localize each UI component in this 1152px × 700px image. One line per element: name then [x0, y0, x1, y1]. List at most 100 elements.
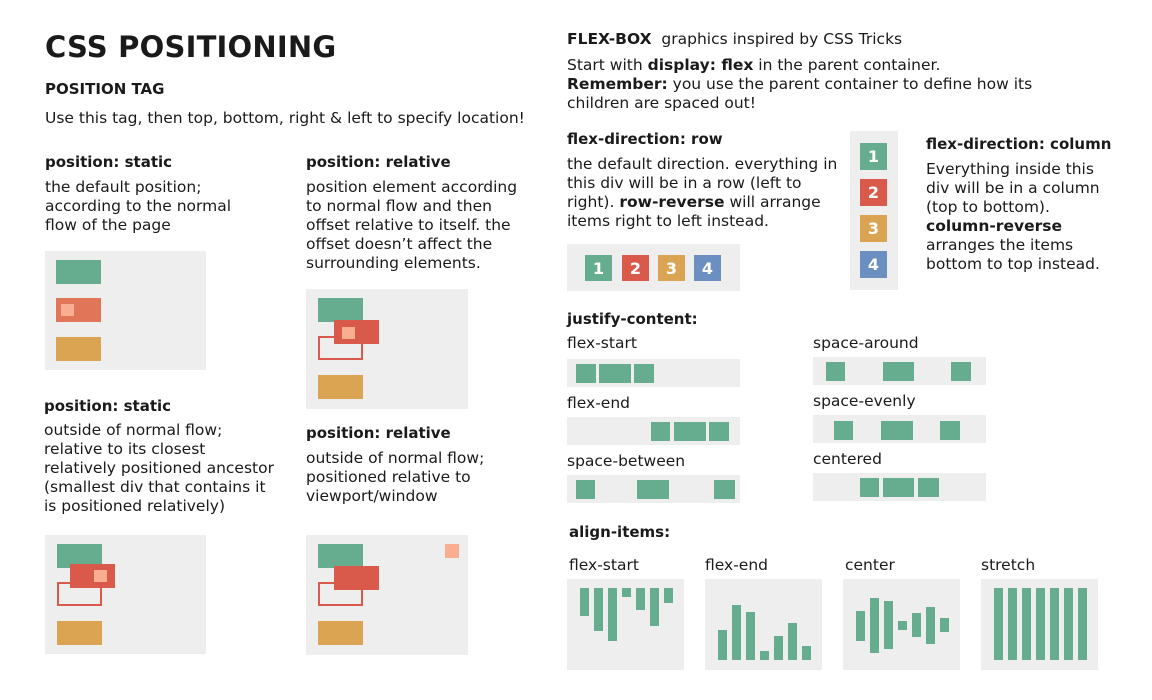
align-bar [1050, 588, 1059, 660]
red-block [334, 566, 379, 590]
column-line: div will be in a column [926, 179, 1100, 197]
align-bar [594, 588, 603, 631]
justify-space-around-diagram [813, 357, 986, 385]
align-bar [898, 621, 907, 630]
align-bar [1078, 588, 1087, 660]
static-line: according to the normal [45, 197, 232, 215]
align-bar [940, 618, 949, 632]
justify-item [883, 362, 914, 381]
red-block-absolute [70, 564, 115, 588]
align-bar [912, 613, 921, 637]
static-diagram [45, 251, 206, 370]
green-block [56, 260, 101, 284]
align-bar [608, 588, 617, 641]
align-bar [870, 598, 879, 653]
justify-item [674, 422, 706, 441]
justify-item [634, 364, 654, 383]
align-bar [884, 601, 893, 649]
row-line: the default direction. everything in [567, 155, 838, 173]
column-item: 3 [860, 215, 887, 242]
yellow-block [318, 621, 363, 645]
static-line: the default position; [45, 178, 202, 196]
justify-flex-start-label: flex-start [567, 334, 637, 352]
justify-centered-diagram [813, 473, 986, 501]
align-bar [774, 636, 783, 660]
intro-text: Use this tag, then top, bottom, right & … [45, 109, 525, 127]
align-stretch-diagram [981, 579, 1098, 670]
justify-space-around-label: space-around [813, 334, 919, 352]
align-bar [636, 588, 645, 610]
justify-item [918, 478, 939, 497]
peach-square [94, 570, 107, 582]
justify-item [637, 480, 669, 499]
row-item: 4 [694, 255, 721, 281]
column-item: 2 [860, 179, 887, 206]
fixed-line: outside of normal flow; [306, 449, 485, 467]
column-description: Everything inside this div will be in a … [926, 160, 1100, 274]
relative-line: offset relative to itself. the [306, 216, 511, 234]
align-bar [664, 588, 673, 603]
align-bar [718, 630, 727, 660]
column-line: (top to bottom). [926, 198, 1050, 216]
justify-item [599, 364, 631, 383]
absolute-line: is positioned relatively) [44, 497, 225, 515]
yellow-block [318, 375, 363, 399]
align-bar [994, 588, 1003, 660]
absolute-line: relative to its closest [44, 440, 206, 458]
justify-item [883, 478, 914, 497]
fixed-line: viewport/window [306, 487, 438, 505]
align-flex-end-label: flex-end [705, 556, 768, 574]
justify-item [576, 480, 595, 499]
yellow-block [56, 337, 101, 361]
align-flex-start-diagram [567, 579, 684, 670]
intro-text: you use the parent container to define h… [667, 75, 1033, 93]
justify-heading: justify-content: [567, 310, 698, 328]
row-diagram: 1 2 3 4 [567, 244, 740, 291]
intro-text: in the parent container. [753, 56, 941, 74]
fixed-description: outside of normal flow; positioned relat… [306, 449, 484, 506]
align-bar [926, 607, 935, 644]
justify-item [951, 362, 971, 381]
peach-square [61, 304, 74, 316]
justify-space-between-diagram [567, 475, 740, 503]
green-block [318, 544, 363, 568]
row-description: the default direction. everything in thi… [567, 155, 837, 231]
absolute-heading: position: static [44, 397, 172, 415]
intro-bold: display: flex [647, 56, 754, 74]
justify-flex-end-label: flex-end [567, 394, 630, 412]
align-bar [1064, 588, 1073, 660]
align-bar [746, 612, 755, 660]
row-line: will arrange [724, 193, 821, 211]
column-item: 1 [860, 143, 887, 170]
justify-item [826, 362, 845, 381]
static-line: flow of the page [45, 216, 171, 234]
absolute-line: (smallest div that contains it [44, 478, 266, 496]
flexbox-title-note: graphics inspired by CSS Tricks [661, 30, 903, 48]
column-line: Everything inside this [926, 160, 1094, 178]
justify-centered-label: centered [813, 450, 882, 468]
column-line: bottom to top instead. [926, 255, 1100, 273]
relative-description: position element according to normal flo… [306, 178, 517, 273]
relative-diagram [306, 289, 468, 409]
row-bold: row-reverse [619, 193, 725, 211]
justify-flex-end-diagram [567, 417, 740, 445]
align-heading: align-items: [569, 523, 671, 541]
absolute-description: outside of normal flow; relative to its … [44, 421, 274, 516]
relative-line: surrounding elements. [306, 254, 481, 272]
peach-square [342, 327, 355, 339]
intro-text: Start with [567, 56, 648, 74]
align-bar [622, 588, 631, 597]
justify-item [940, 421, 960, 440]
justify-item [860, 478, 879, 497]
fixed-diagram [306, 535, 468, 655]
align-bar [1008, 588, 1017, 660]
justify-item [576, 364, 596, 383]
align-center-diagram [843, 579, 960, 670]
yellow-block [57, 621, 102, 645]
flexbox-title-line: FLEX-BOX graphics inspired by CSS Tricks [567, 30, 902, 49]
align-bar [788, 623, 797, 660]
row-item: 1 [585, 255, 612, 281]
justify-flex-start-diagram [567, 359, 740, 387]
absolute-line: outside of normal flow; [44, 421, 223, 439]
align-flex-end-diagram [705, 579, 822, 670]
